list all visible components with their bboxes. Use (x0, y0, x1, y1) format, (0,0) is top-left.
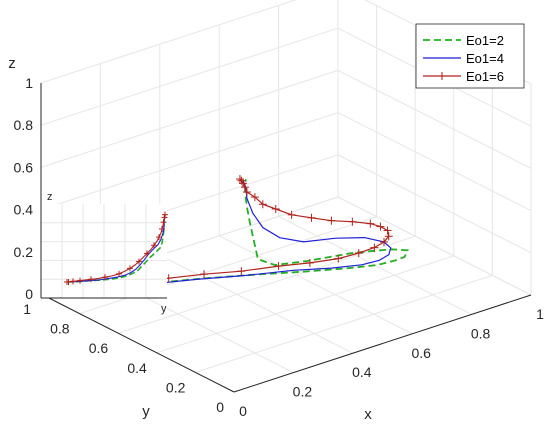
marker-plus (235, 175, 244, 184)
marker-plus (65, 279, 72, 285)
marker-plus (159, 225, 165, 232)
y-axis-label: y (142, 403, 150, 420)
marker-plus (70, 278, 76, 285)
y-tick-label: 0.4 (127, 360, 147, 376)
gridline (337, 112, 532, 212)
marker-plus (200, 270, 209, 279)
marker-plus (383, 226, 392, 235)
legend-label: Eo1=6 (466, 69, 504, 84)
gridline (156, 255, 454, 354)
marker-plus (144, 250, 150, 257)
marker-plus (354, 249, 363, 258)
marker-plus (438, 72, 446, 80)
marker-plus (242, 188, 251, 197)
marker-plus (136, 258, 142, 265)
marker-plus (156, 234, 162, 241)
gridline (40, 27, 339, 126)
marker-plus (116, 270, 122, 277)
x-tick-label: 0.4 (352, 364, 372, 380)
z-tick-label: 0.8 (14, 117, 34, 133)
marker-plus (334, 254, 343, 263)
marker-plus (77, 277, 83, 284)
z-axis-label: z (8, 55, 16, 72)
x-axis-label: x (364, 406, 372, 423)
axis-labels: x y z (8, 55, 372, 423)
inset-z-label: z (47, 191, 53, 203)
marker-plus (380, 237, 388, 246)
marker-plus (240, 183, 249, 192)
x-tick-label: 1 (536, 306, 544, 322)
legend-label: Eo1=2 (466, 33, 504, 48)
x-axis-line (233, 294, 532, 393)
x-tick-label: 0.8 (471, 325, 491, 341)
marker-plus (88, 276, 94, 283)
marker-plus (237, 176, 246, 185)
legend-item: Eo1=6 (423, 69, 504, 84)
y-tick-label: 0.2 (166, 379, 186, 395)
z-tick-label: 0.2 (14, 244, 34, 260)
marker-plus (162, 211, 168, 218)
gridline (40, 112, 339, 211)
marker-plus (366, 219, 375, 228)
x-tick-label: 0.2 (293, 384, 313, 400)
z-tick-label: 0 (25, 286, 33, 302)
marker-plus (327, 216, 336, 225)
x-tick-label: 0.6 (411, 345, 431, 361)
gridline (337, 154, 532, 254)
marker-plus (250, 193, 259, 202)
marker-plus (348, 217, 357, 226)
z-tick-label: 0.4 (14, 202, 34, 218)
legend-label: Eo1=4 (466, 51, 504, 66)
legend: Eo1=2 Eo1=4 Eo1=6 (415, 23, 525, 89)
legend-item: Eo1=4 (423, 51, 504, 66)
marker-plus (376, 222, 385, 231)
gridline (195, 274, 493, 373)
inset-y-label: y (161, 303, 167, 315)
legend-marker (438, 72, 446, 80)
gridline (337, 69, 532, 169)
inset-plot: zy (40, 191, 168, 315)
gridline (118, 235, 416, 334)
marker-plus (151, 242, 157, 249)
marker-plus (274, 262, 283, 271)
marker-plus (287, 210, 296, 219)
gridline (218, 235, 413, 335)
marker-plus (258, 200, 267, 209)
marker-plus (102, 274, 108, 281)
y-tick-label: 1 (23, 301, 31, 317)
gridline (40, 69, 339, 168)
marker-plus (127, 265, 133, 272)
x-tick-label: 0 (239, 403, 247, 419)
series-line-2 (50, 179, 392, 295)
z-tick-label: 1 (25, 75, 33, 91)
inset-series-line-2 (67, 214, 166, 283)
marker-plus (307, 213, 316, 222)
legend-item: Eo1=2 (423, 33, 504, 48)
tick-labels: 00.20.40.60.8100.20.40.60.8100.20.40.60.… (14, 75, 545, 419)
marker-plus (370, 243, 379, 252)
marker-plus (271, 204, 280, 213)
y-axis-line (40, 293, 235, 393)
marker-plus (305, 258, 314, 267)
marker-plus (384, 232, 393, 241)
marker-plus (160, 219, 167, 226)
y-tick-label: 0 (216, 399, 224, 415)
marker-plus (237, 267, 246, 276)
legend-box (415, 23, 525, 89)
gridline (40, 0, 297, 84)
gridline (159, 254, 354, 354)
y-tick-label: 0.6 (89, 340, 109, 356)
y-tick-label: 0.8 (50, 321, 70, 337)
z-tick-label: 0.6 (14, 159, 34, 175)
gridline (337, 196, 532, 296)
